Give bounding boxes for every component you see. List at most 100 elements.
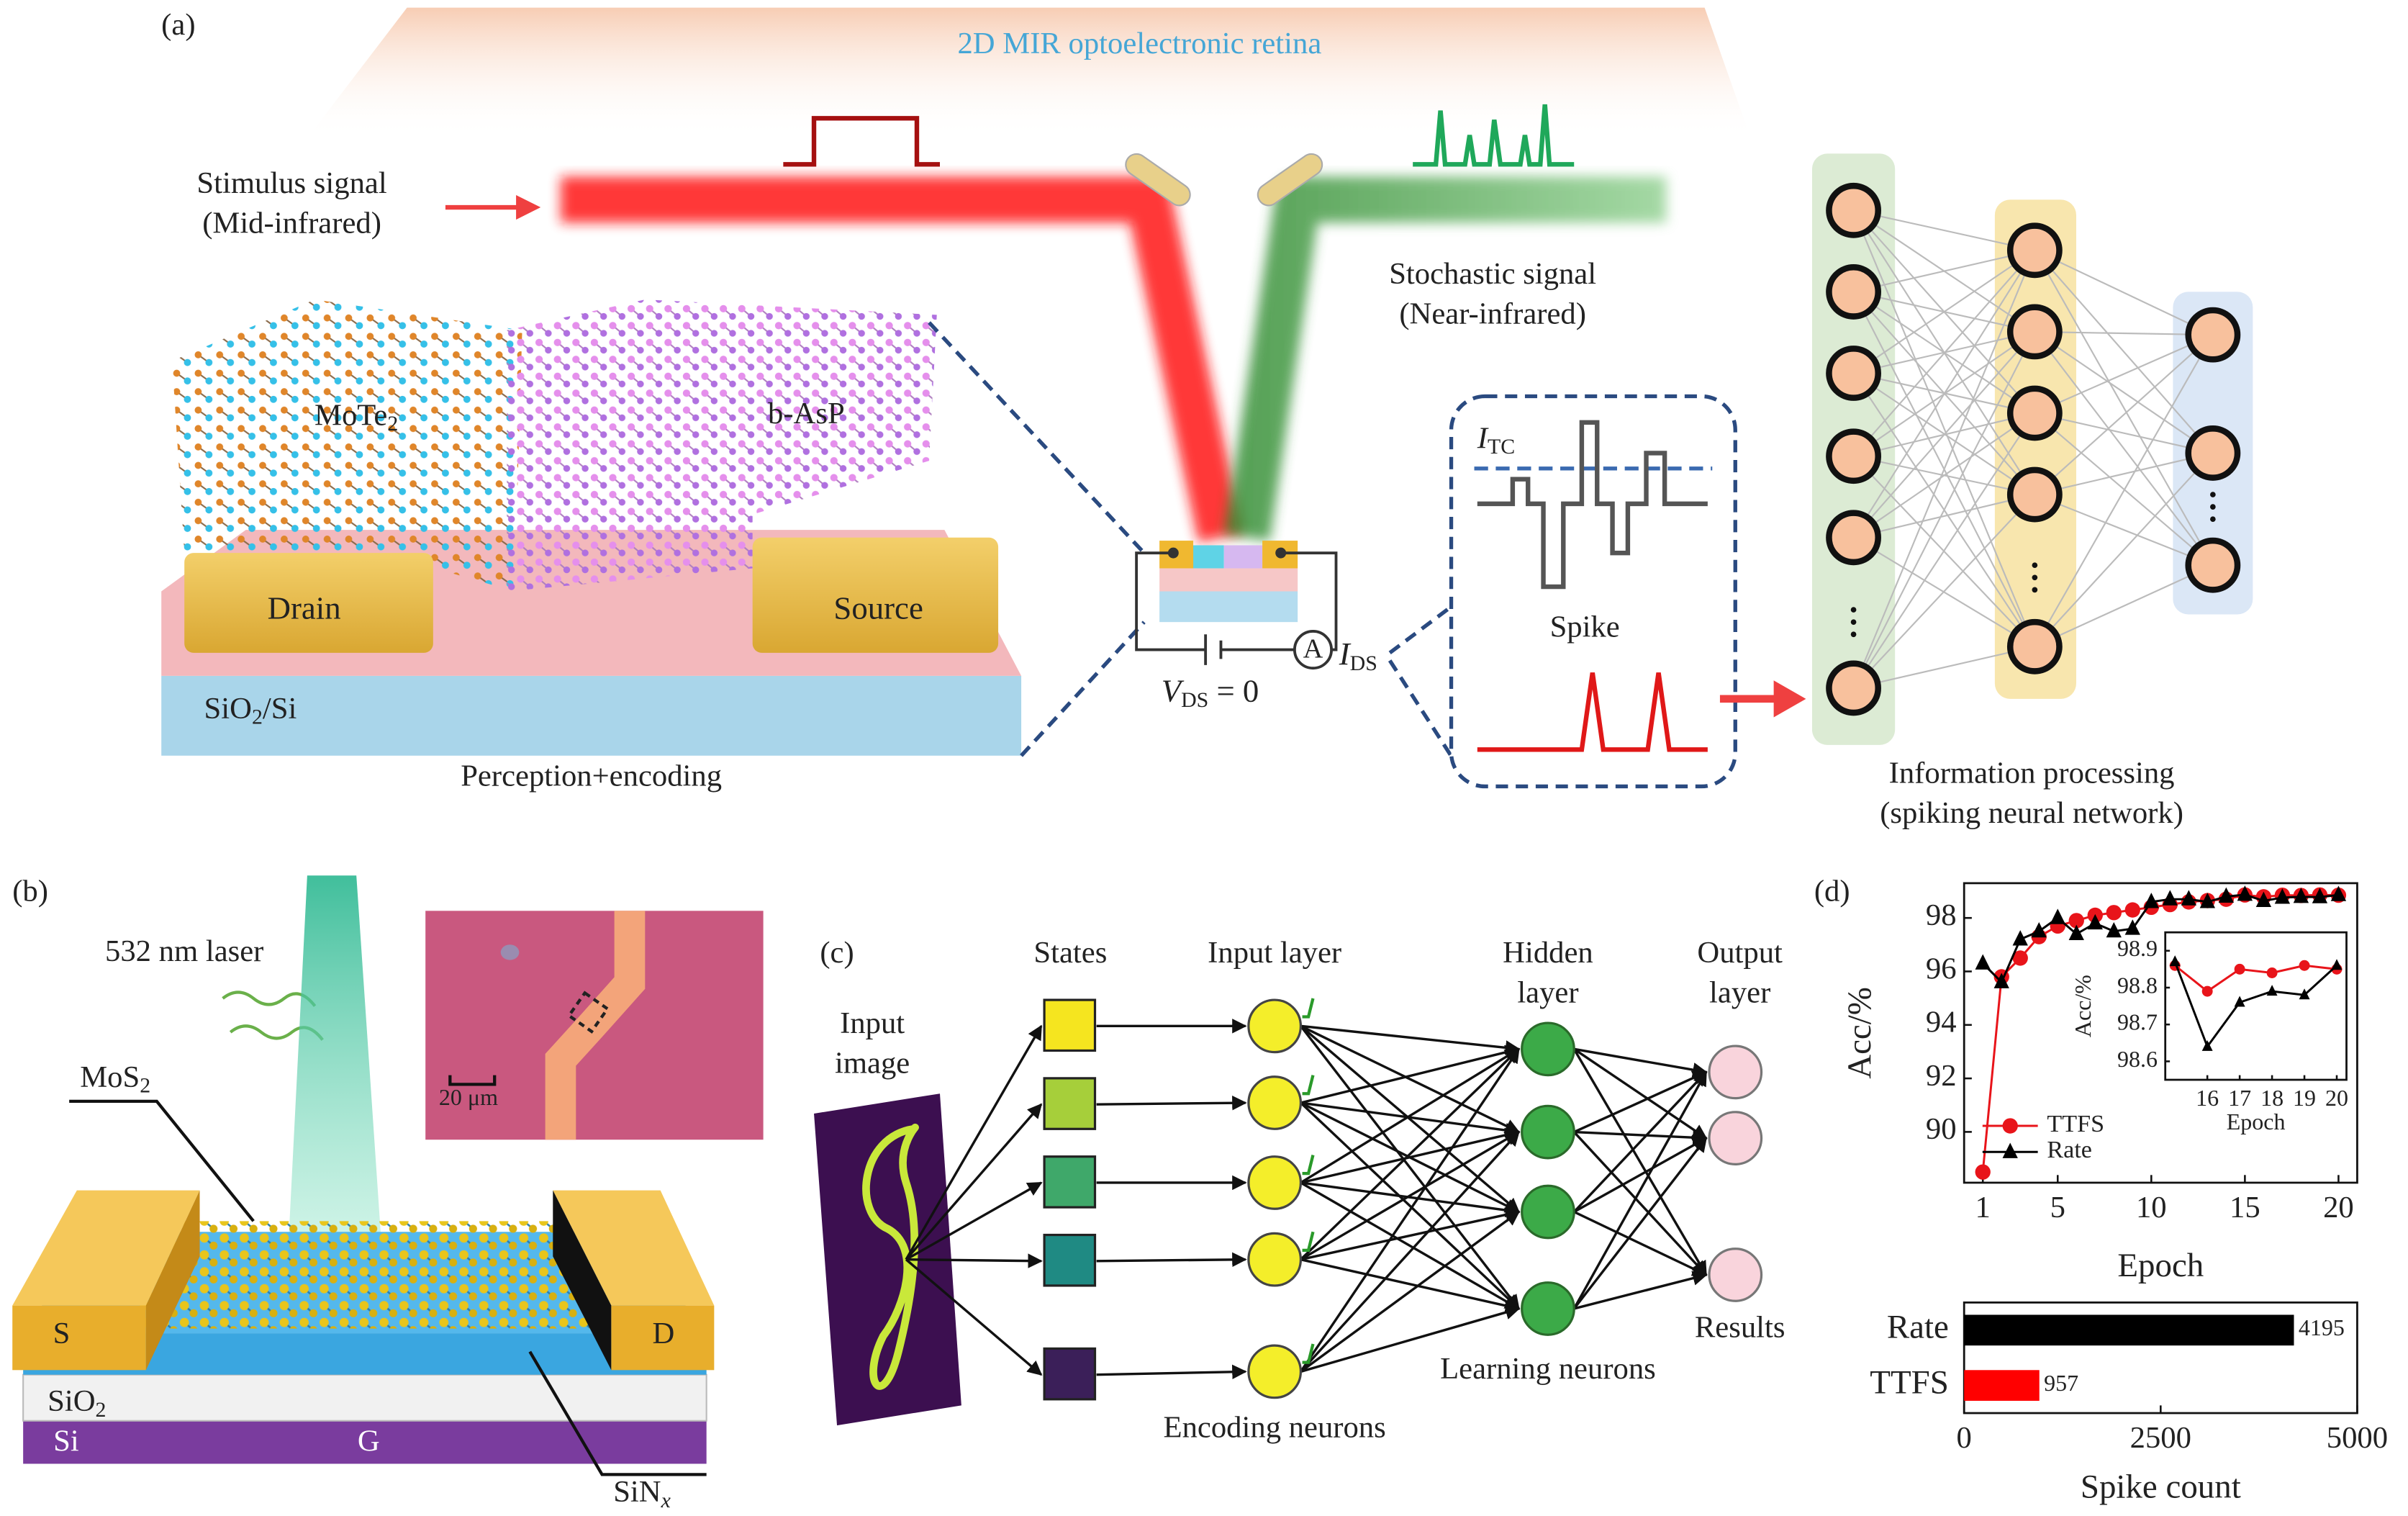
y-tick-label: 92 (1926, 1059, 1957, 1093)
spike-tick (1302, 1155, 1315, 1176)
itc-label: ITC (1477, 421, 1515, 459)
input-image (814, 1093, 961, 1426)
connection (1572, 1070, 1708, 1213)
data-point (2274, 888, 2291, 904)
connection (1853, 249, 2035, 293)
label-part: = 0 (1208, 673, 1259, 709)
data-point (2255, 891, 2272, 907)
connection (2034, 494, 2214, 567)
x-tick-label: 19 (2293, 1085, 2316, 1111)
y-tick-label: 96 (1926, 952, 1957, 985)
subscript: x (661, 1489, 671, 1512)
x-tick-label: 16 (2196, 1085, 2219, 1111)
laser-beam (289, 875, 381, 1237)
snn-network (1826, 182, 2241, 716)
output-neuron (1708, 1044, 1763, 1100)
connection (1852, 249, 2035, 374)
panel-label: (a) (161, 8, 195, 42)
ellipsis-dot (1850, 619, 1857, 626)
legend-marker (2002, 1142, 2018, 1158)
y-tick-label: 98 (1926, 898, 1957, 932)
device-si (1159, 591, 1298, 623)
zoom-line (928, 321, 1146, 757)
encoding-network (905, 998, 1763, 1401)
basp-lattice (507, 299, 937, 592)
legend-label: Rate (2047, 1137, 2092, 1163)
header: Input layer (1208, 936, 1341, 970)
s-electrode (12, 1305, 146, 1371)
series-line (2173, 961, 2338, 1050)
data-point (2087, 913, 2103, 930)
connection (1300, 1047, 1520, 1373)
subscript: DS (1181, 688, 1208, 712)
label-part: /Si (263, 692, 297, 726)
spike-tick (1302, 998, 1315, 1019)
data-point (2201, 985, 2213, 997)
device-box (566, 991, 610, 1034)
data-point (2330, 885, 2347, 901)
connection (2034, 250, 2214, 454)
ellipsis-dot (2032, 587, 2038, 593)
connection (1300, 1101, 1520, 1310)
connection (1573, 1271, 1708, 1310)
connection (1300, 1044, 1521, 1104)
connection (1852, 412, 2036, 689)
basp-label: b-AsP (768, 397, 845, 430)
substrate-label: SiO2/Si (204, 692, 297, 729)
header: layer (1709, 975, 1770, 1009)
arrow (1096, 1364, 1247, 1380)
sio2-label: SiO2 (47, 1384, 106, 1422)
connection (1572, 1131, 1708, 1276)
neuron (2006, 385, 2063, 441)
connection (1852, 331, 2036, 689)
connection (1300, 1047, 1520, 1260)
flake (500, 944, 520, 960)
connection (1852, 209, 2036, 647)
neuron (2185, 537, 2241, 593)
connection (1573, 1047, 1708, 1140)
label-part: MoTe (314, 398, 387, 432)
connection (1853, 646, 2035, 689)
hidden-neuron (1521, 1104, 1575, 1160)
connection (1852, 250, 2036, 689)
label-part: SiN (613, 1475, 661, 1509)
state (1043, 1233, 1097, 1287)
header: image (835, 1047, 910, 1080)
connection (1572, 1048, 1708, 1276)
connection (1300, 1305, 1521, 1373)
data-point (1975, 954, 1991, 970)
hidden-neuron (1521, 1184, 1575, 1240)
retina-band (307, 7, 1751, 139)
data-point (2266, 985, 2278, 996)
data-point (2124, 919, 2140, 935)
sio2-layer (22, 1373, 707, 1422)
ammeter-label: A (1303, 634, 1323, 664)
x-tick-label: 20 (2323, 1191, 2354, 1224)
panel-label: (c) (820, 936, 854, 970)
ellipsis-dot (1850, 631, 1857, 638)
data-point (2266, 967, 2278, 978)
green-beam (1224, 176, 1667, 541)
mirror (1125, 153, 1191, 207)
spike-tick (1302, 1075, 1315, 1096)
arrow-head (1773, 680, 1806, 718)
connection (1300, 1131, 1521, 1261)
header: layer (1517, 975, 1578, 1009)
connection (1573, 1070, 1708, 1134)
panel-b: (b) 532 nm laser 20 μm MoS2 S D SiO2 Si … (12, 875, 764, 1512)
scale-bar (448, 1075, 497, 1086)
data-point (2143, 893, 2159, 908)
data-point (2218, 887, 2235, 903)
x-tick-label: 5000 (2327, 1421, 2388, 1455)
ellipsis-dot (2032, 574, 2038, 581)
spike-tick (1302, 1343, 1315, 1364)
label-part: I (1339, 636, 1352, 672)
series-line (2174, 964, 2337, 993)
source-electrode (752, 537, 999, 653)
x-tick-label: 18 (2260, 1085, 2283, 1111)
data-point (2031, 921, 2047, 938)
value-label: 957 (2044, 1370, 2078, 1396)
data-point (2106, 921, 2122, 938)
data-point (1975, 1164, 1991, 1180)
